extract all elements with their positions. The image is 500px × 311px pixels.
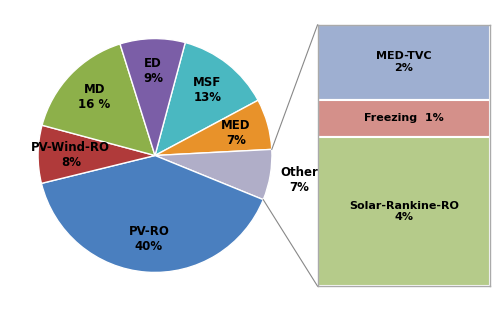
Wedge shape [155,100,272,156]
Wedge shape [155,43,258,156]
Text: PV-RO
40%: PV-RO 40% [128,225,170,253]
Text: MD
16 %: MD 16 % [78,83,110,111]
Text: PV-Wind-RO
8%: PV-Wind-RO 8% [32,141,110,169]
Text: Other
7%: Other 7% [280,166,318,194]
Wedge shape [42,156,264,272]
FancyBboxPatch shape [318,25,490,100]
Text: MSF
13%: MSF 13% [193,76,222,104]
Text: MED-TVC
2%: MED-TVC 2% [376,51,432,73]
Wedge shape [42,44,155,156]
Text: MED
7%: MED 7% [222,119,251,147]
Text: Freezing  1%: Freezing 1% [364,113,444,123]
FancyBboxPatch shape [318,137,490,286]
Wedge shape [38,125,155,183]
Text: ED
9%: ED 9% [143,57,163,85]
Text: Solar-Rankine-RO
4%: Solar-Rankine-RO 4% [349,201,459,222]
Wedge shape [120,39,186,156]
FancyBboxPatch shape [318,100,490,137]
Wedge shape [155,149,272,200]
